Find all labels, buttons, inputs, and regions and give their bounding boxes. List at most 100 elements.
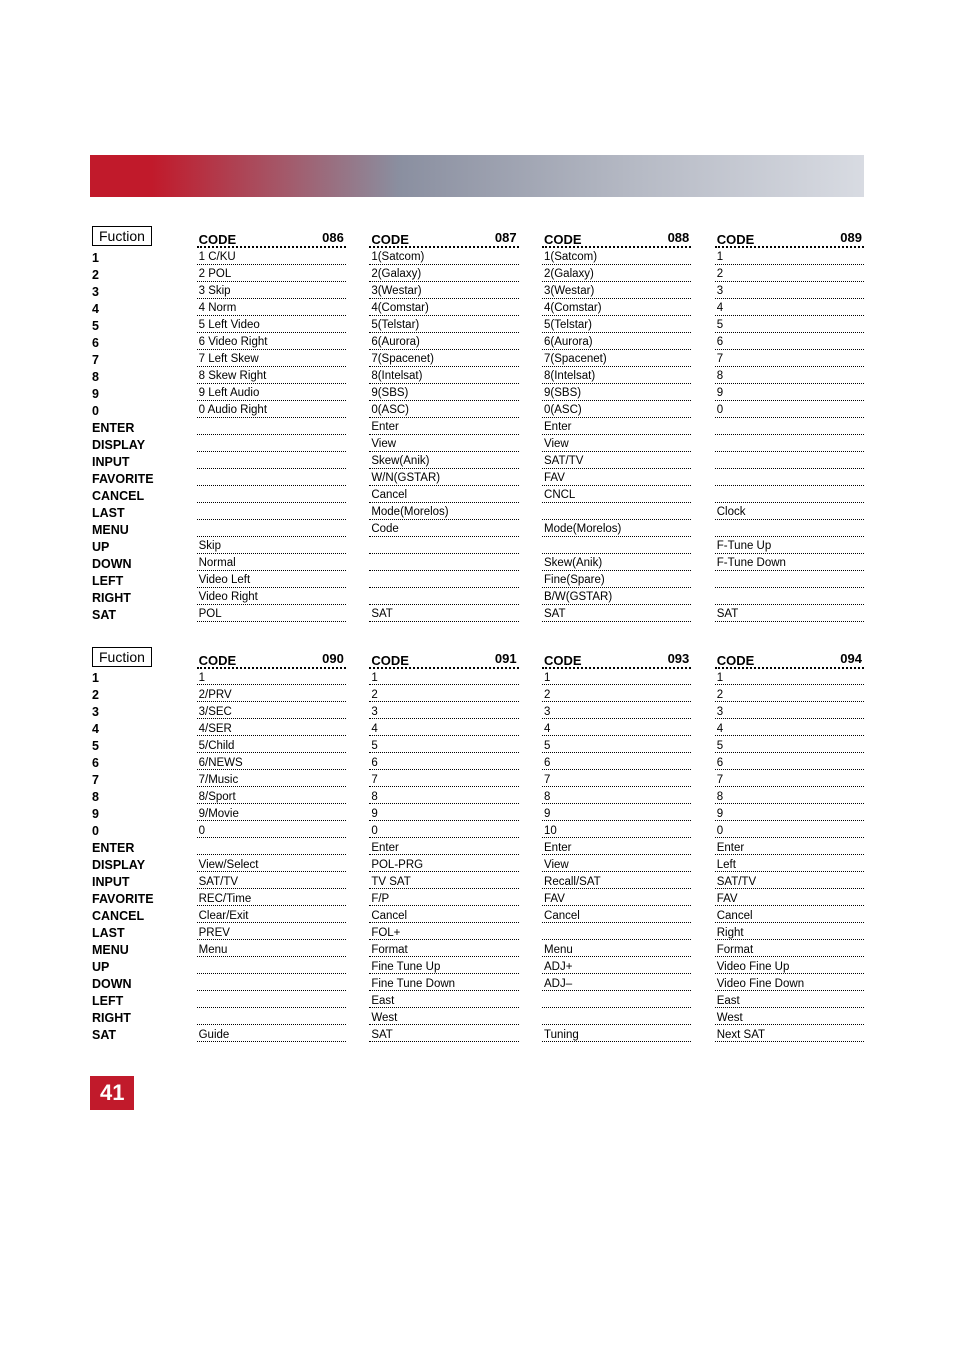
code-cell: Enter [369, 417, 518, 434]
function-label: UP [90, 957, 197, 974]
table-row: 44 Norm4(Comstar)4(Comstar)4 [90, 298, 864, 315]
code-cell [542, 1008, 691, 1025]
function-label: SAT [90, 604, 197, 621]
table-row: 88 Skew Right8(Intelsat)8(Intelsat)8 [90, 366, 864, 383]
code-cell: Enter [542, 417, 691, 434]
function-label: 6 [90, 332, 197, 349]
code-cell: 4(Comstar) [542, 298, 691, 315]
code-cell: 1 [197, 668, 346, 685]
function-label: 2 [90, 264, 197, 281]
function-label: DOWN [90, 553, 197, 570]
code-table: FuctionCODE086CODE087CODE088CODE08911 C/… [90, 225, 864, 622]
table-row: 55/Child555 [90, 736, 864, 753]
code-cell: 0 [369, 821, 518, 838]
code-cell: 8(Intelsat) [369, 366, 518, 383]
function-label: FAVORITE [90, 889, 197, 906]
table-row: 99 Left Audio9(SBS)9(SBS)9 [90, 383, 864, 400]
table-row: SATPOLSATSATSAT [90, 604, 864, 621]
code-cell: FAV [542, 468, 691, 485]
code-cell: 3/SEC [197, 702, 346, 719]
code-cell [197, 434, 346, 451]
code-cell: Recall/SAT [542, 872, 691, 889]
code-cell: 8 [542, 787, 691, 804]
code-cell: 2(Galaxy) [542, 264, 691, 281]
function-label: CANCEL [90, 906, 197, 923]
code-cell: 7(Spacenet) [542, 349, 691, 366]
code-header: CODE093 [542, 646, 691, 668]
code-cell: Clear/Exit [197, 906, 346, 923]
code-cell: 1 [715, 668, 864, 685]
function-header: Fuction [92, 647, 152, 667]
code-cell: East [369, 991, 518, 1008]
table-row: SATGuideSATTuningNext SAT [90, 1025, 864, 1042]
code-header: CODE091 [369, 646, 518, 668]
code-cell: SAT/TV [542, 451, 691, 468]
code-cell: 6(Aurora) [369, 332, 518, 349]
code-cell: 5 [715, 736, 864, 753]
table-row: LEFTEastEast [90, 991, 864, 1008]
code-cell: F/P [369, 889, 518, 906]
code-cell: Fine Tune Up [369, 957, 518, 974]
code-cell [197, 451, 346, 468]
function-label: DISPLAY [90, 855, 197, 872]
table-row: 22/PRV222 [90, 685, 864, 702]
code-cell: 9(SBS) [369, 383, 518, 400]
table-row: UPSkipF-Tune Up [90, 536, 864, 553]
function-label: MENU [90, 940, 197, 957]
table-row: INPUTSAT/TVTV SATRecall/SATSAT/TV [90, 872, 864, 889]
code-cell: ADJ– [542, 974, 691, 991]
function-label: CANCEL [90, 485, 197, 502]
code-cell [369, 553, 518, 570]
table-row: LASTPREVFOL+Right [90, 923, 864, 940]
code-cell: 4 [715, 719, 864, 736]
code-cell: 5 [542, 736, 691, 753]
table-row: 11 C/KU1(Satcom)1(Satcom)1 [90, 247, 864, 264]
code-cell: Skew(Anik) [542, 553, 691, 570]
code-cell [542, 991, 691, 1008]
table-row: 33 Skip3(Westar)3(Westar)3 [90, 281, 864, 298]
code-cell [715, 519, 864, 536]
table-row: RIGHTWestWest [90, 1008, 864, 1025]
code-cell: Left [715, 855, 864, 872]
code-cell: Cancel [542, 906, 691, 923]
code-cell [542, 536, 691, 553]
code-cell: 3 [542, 702, 691, 719]
code-cell: 2 [715, 264, 864, 281]
code-cell: 4 [542, 719, 691, 736]
code-cell: Menu [197, 940, 346, 957]
function-label: 4 [90, 719, 197, 736]
page: FuctionCODE086CODE087CODE088CODE08911 C/… [0, 0, 954, 1190]
code-cell: 9 [369, 804, 518, 821]
code-cell [715, 417, 864, 434]
function-label: RIGHT [90, 1008, 197, 1025]
function-label: UP [90, 536, 197, 553]
code-cell: Fine(Spare) [542, 570, 691, 587]
code-cell: Video Right [197, 587, 346, 604]
code-cell: 5 [369, 736, 518, 753]
code-cell: F-Tune Up [715, 536, 864, 553]
code-cell: 1(Satcom) [369, 247, 518, 264]
code-cell: 7 [715, 770, 864, 787]
table-row: DOWNNormalSkew(Anik)F-Tune Down [90, 553, 864, 570]
code-cell: Format [369, 940, 518, 957]
code-cell: 8 Skew Right [197, 366, 346, 383]
code-table: FuctionCODE090CODE091CODE093CODE09411111… [90, 646, 864, 1043]
code-header: CODE089 [715, 225, 864, 247]
code-cell: W/N(GSTAR) [369, 468, 518, 485]
code-cell: Cancel [369, 485, 518, 502]
code-cell [542, 923, 691, 940]
code-header: CODE090 [197, 646, 346, 668]
code-cell: POL-PRG [369, 855, 518, 872]
code-cell [715, 485, 864, 502]
code-cell [715, 434, 864, 451]
code-cell: F-Tune Down [715, 553, 864, 570]
function-label: 7 [90, 349, 197, 366]
table-row: INPUTSkew(Anik)SAT/TV [90, 451, 864, 468]
code-cell: Mode(Morelos) [369, 502, 518, 519]
function-label: INPUT [90, 451, 197, 468]
code-cell: SAT [715, 604, 864, 621]
code-cell: Next SAT [715, 1025, 864, 1042]
function-label: 4 [90, 298, 197, 315]
code-cell [369, 587, 518, 604]
code-cell: Enter [542, 838, 691, 855]
